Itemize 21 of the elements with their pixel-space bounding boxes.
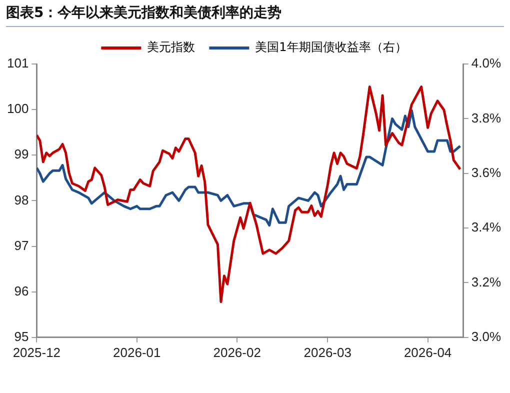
y-tick-label: 100	[6, 101, 29, 116]
legend-label: 美国1年期国债收益率（右）	[255, 40, 407, 54]
y-tick-label: 97	[14, 238, 29, 253]
chart-title: 图表5：今年以来美元指数和美债利率的走势	[6, 4, 504, 27]
y2-tick-label: 3.0%	[471, 328, 502, 344]
y2-tick-label: 3.4%	[471, 220, 502, 235]
y2-tick-label: 3.6%	[471, 164, 502, 180]
x-tick-label: 2026-02	[213, 344, 261, 360]
y2-tick-label: 3.8%	[471, 110, 502, 126]
y-tick-label: 96	[14, 283, 29, 298]
legend-label: 美元指数	[147, 40, 196, 54]
x-tick-label: 2026-01	[113, 344, 161, 360]
x-tick-label: 2025-12	[12, 344, 61, 360]
y-tick-label: 95	[14, 328, 29, 344]
y-tick-label: 98	[14, 192, 29, 208]
y2-tick-label: 3.2%	[471, 274, 502, 290]
y2-tick-label: 4.0%	[471, 56, 502, 71]
y-tick-label: 101	[6, 56, 29, 71]
x-tick-label: 2026-04	[404, 344, 452, 360]
y-tick-label: 99	[14, 146, 29, 162]
x-tick-label: 2026-03	[304, 344, 352, 360]
